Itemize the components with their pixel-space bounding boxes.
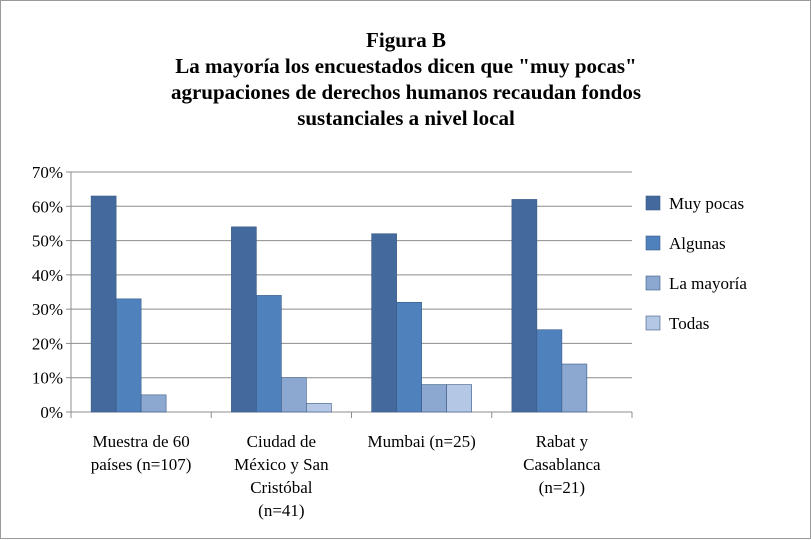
y-tick-label: 10% [32,369,63,388]
legend-label: Todas [669,314,709,333]
bar [115,298,142,413]
legend-swatch [645,235,661,251]
x-category-label: países (n=107) [91,455,192,474]
legend-label: Muy pocas [669,194,744,213]
bar [140,394,167,413]
x-category-label: (n=41) [258,501,304,520]
chart-title: Figura B La mayoría los encuestados dice… [61,27,751,131]
x-category-label: (n=21) [539,478,585,497]
y-tick-label: 20% [32,334,63,353]
legend-label: Algunas [669,234,726,253]
y-tick-label: 30% [32,300,63,319]
bar [561,363,588,413]
bar [90,195,117,413]
legend-label: La mayoría [669,274,747,293]
x-category-label: Rabat y [536,432,589,451]
bar [231,226,257,413]
bar [396,301,422,413]
bar [256,295,282,413]
y-tick-label: 70% [32,163,63,182]
bar [306,403,332,413]
x-category-label: México y San [234,455,329,474]
legend-swatch [645,275,661,291]
x-category-label: Muestra de 60 [92,432,189,451]
bar [371,233,397,413]
bar [446,384,472,413]
y-tick-label: 40% [32,266,63,285]
legend-swatch [645,315,661,331]
legend-swatch [645,195,661,211]
x-category-label: Ciudad de [247,432,316,451]
bar [421,384,447,413]
chart-title-line: Figura B [366,28,446,52]
y-tick-label: 50% [32,232,63,251]
y-tick-label: 0% [40,403,63,422]
bar [511,199,538,413]
chart-title-line: sustanciales a nivel local [297,106,515,130]
y-tick-label: 60% [32,197,63,216]
x-category-label: Casablanca [523,455,601,474]
bar [281,377,307,413]
chart-title-line: agrupaciones de derechos humanos recauda… [170,80,642,104]
x-category-label: Mumbai (n=25) [367,432,475,451]
x-category-label: Cristóbal [250,478,313,497]
chart-title-line: La mayoría los encuestados dicen que "mu… [175,54,637,78]
bar [536,329,563,413]
